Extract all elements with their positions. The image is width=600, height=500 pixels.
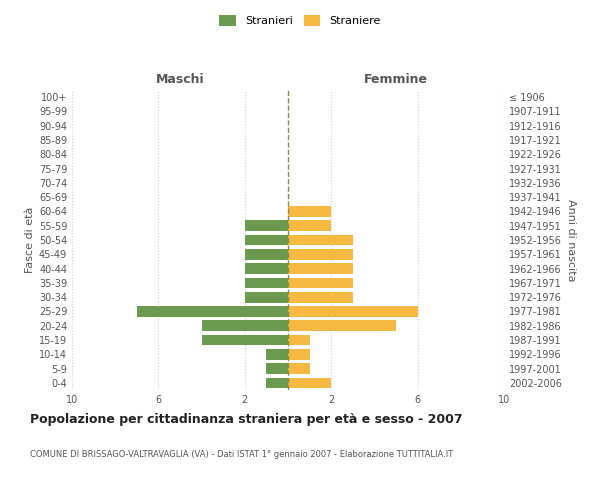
Bar (245, 220, 288, 231)
Bar (288, 306, 418, 317)
Text: Femmine: Femmine (364, 72, 428, 86)
Bar (288, 220, 331, 231)
Bar (266, 349, 288, 360)
Bar (245, 234, 288, 246)
Bar (288, 292, 353, 302)
Bar (245, 249, 288, 260)
Bar (288, 334, 310, 345)
Bar (288, 234, 353, 246)
Bar (245, 278, 288, 288)
Bar (245, 292, 288, 302)
Bar (288, 278, 353, 288)
Text: Popolazione per cittadinanza straniera per età e sesso - 2007: Popolazione per cittadinanza straniera p… (30, 412, 463, 426)
Y-axis label: Anni di nascita: Anni di nascita (566, 198, 576, 281)
Legend: Stranieri, Straniere: Stranieri, Straniere (215, 10, 385, 31)
Bar (288, 206, 331, 217)
Bar (245, 263, 288, 274)
Bar (266, 378, 288, 388)
Text: COMUNE DI BRISSAGO-VALTRAVAGLIA (VA) - Dati ISTAT 1° gennaio 2007 - Elaborazione: COMUNE DI BRISSAGO-VALTRAVAGLIA (VA) - D… (30, 450, 453, 459)
Y-axis label: Fasce di età: Fasce di età (25, 207, 35, 273)
Bar (202, 334, 288, 345)
Bar (288, 249, 353, 260)
Bar (288, 320, 396, 331)
Bar (288, 263, 353, 274)
Bar (137, 306, 288, 317)
Bar (288, 378, 331, 388)
Bar (266, 363, 288, 374)
Bar (288, 349, 310, 360)
Text: Maschi: Maschi (155, 72, 205, 86)
Bar (202, 320, 288, 331)
Bar (288, 363, 310, 374)
